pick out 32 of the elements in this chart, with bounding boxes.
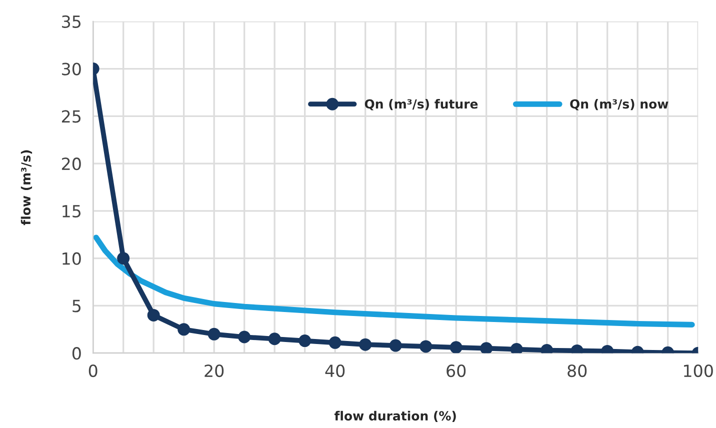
y-axis-title: flow (m³/s) [20,150,32,226]
point [298,334,312,348]
y-tick-label: 0 [72,347,81,360]
y-tick-label: 15 [62,205,81,218]
point [420,340,432,353]
point [117,252,130,265]
point [480,342,493,354]
point [178,323,190,336]
x-tick-label: 20 [204,364,224,378]
y-tick-label: 30 [62,62,81,76]
point [450,341,462,354]
x-tick-label: 100 [684,364,713,378]
point [208,328,220,340]
x-tick-label: 40 [325,364,345,378]
point [238,330,251,344]
y-tick-label: 10 [62,252,81,265]
y-tick-label: 35 [62,15,81,28]
legend-label: Qn (m³/s) future [364,98,478,110]
point [510,343,523,354]
legend-label: Qn (m³/s) now [570,99,668,110]
point [328,336,342,349]
x-axis-title: flow duration (%) [334,410,456,422]
x-tick-label: 80 [568,364,587,378]
y-tick-label: 5 [72,300,81,312]
y-tick-label: 25 [62,110,81,123]
point [268,332,281,346]
point [147,308,160,322]
x-tick-label: 0 [88,364,98,378]
point [359,338,372,351]
y-tick-label: 20 [62,158,81,170]
point [389,339,402,352]
x-tick-label: 60 [446,364,466,378]
